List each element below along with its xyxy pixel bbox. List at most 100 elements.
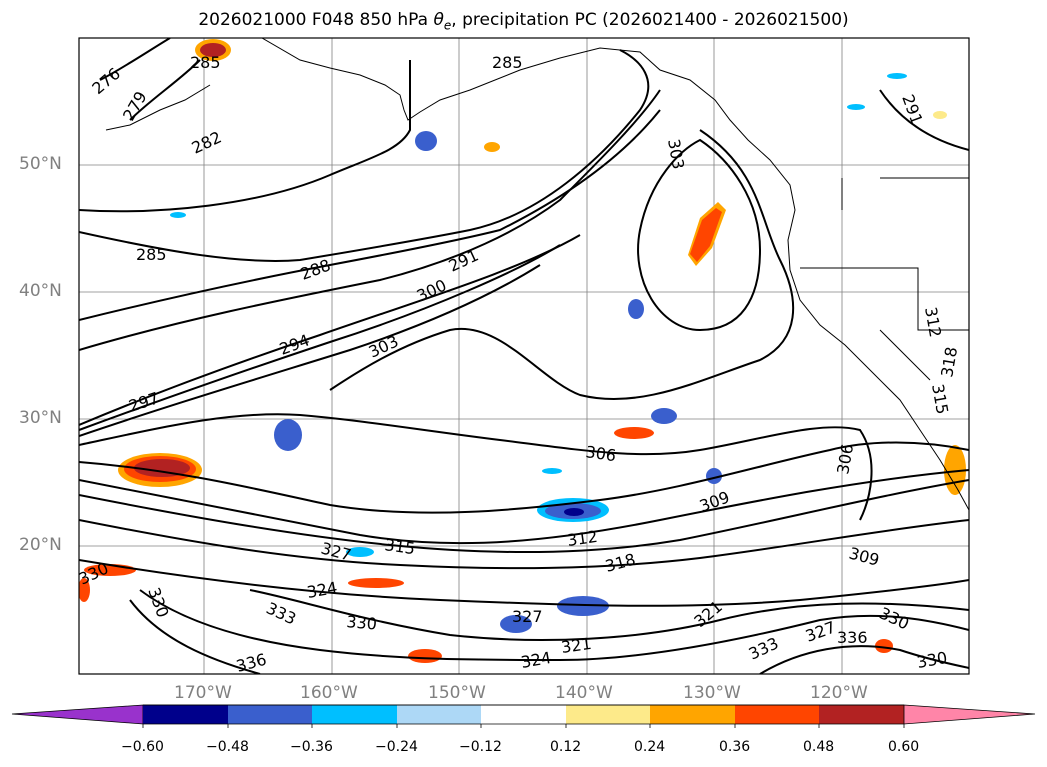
- colorbar: [11, 704, 1036, 728]
- precip-negative: [415, 131, 437, 151]
- contour-label: 285: [136, 245, 167, 264]
- colorbar-segment: [903, 704, 1036, 725]
- contour-288: [79, 109, 661, 321]
- lon-label-150w: 150°W: [428, 683, 486, 703]
- lon-label-140w: 140°W: [555, 683, 613, 703]
- precip-negative: [651, 408, 677, 424]
- coastline-aleutians: [105, 84, 211, 131]
- theta-e-contours: [79, 38, 969, 674]
- precip-negative: [564, 508, 584, 516]
- precip-negative: [847, 104, 865, 110]
- contour-294: [79, 234, 581, 426]
- colorbar-tick-label: 0.24: [634, 739, 666, 755]
- contour-label: 336: [837, 628, 868, 647]
- colorbar-segment: [566, 705, 650, 724]
- precip-positive: [134, 459, 190, 477]
- contour-label: 315: [383, 535, 416, 558]
- colorbar-tick-label: −0.24: [375, 739, 418, 755]
- precip-positive: [875, 639, 893, 653]
- precip-negative: [346, 547, 374, 557]
- contour-label: 285: [190, 53, 221, 72]
- precip-negative: [542, 468, 562, 474]
- colorbar-segment: [397, 705, 481, 724]
- precip-positive: [79, 578, 90, 602]
- lat-label-20n: 20°N: [19, 535, 62, 555]
- precip-positive: [348, 578, 404, 588]
- colorbar-segment: [819, 705, 904, 724]
- map-border: [78, 37, 970, 675]
- precip-positive: [200, 43, 226, 57]
- colorbar-segment: [650, 705, 735, 724]
- contour-label: 321: [560, 634, 593, 657]
- precip-negative: [170, 212, 186, 218]
- contour-279: [129, 59, 201, 121]
- precip-negative: [557, 596, 609, 616]
- title-suffix: , precipitation PC (2026021400 - 2026021…: [451, 10, 849, 30]
- lon-label-170w: 170°W: [174, 683, 232, 703]
- precip-positive: [614, 427, 654, 439]
- contour-309: [79, 441, 969, 514]
- lon-label-120w: 120°W: [810, 683, 868, 703]
- precip-positive: [933, 111, 947, 119]
- colorbar-tick-label: −0.60: [121, 739, 164, 755]
- coastline-north-america: [261, 38, 969, 511]
- colorbar-segment: [735, 705, 819, 724]
- colorbar-tick-label: 0.48: [803, 739, 835, 755]
- precip-negative: [628, 299, 644, 319]
- precip-negative: [887, 73, 907, 79]
- contour-318: [79, 519, 969, 570]
- colorbar-segment: [11, 704, 144, 725]
- contour-315: [79, 479, 969, 553]
- contour-282: [79, 60, 411, 213]
- colorbar-ticks: [142, 724, 905, 728]
- colorbar-tick-label: −0.48: [206, 739, 249, 755]
- colorbar-tick-label: 0.12: [550, 739, 582, 755]
- graticule: [79, 38, 969, 674]
- colorbar-segment: [481, 705, 566, 724]
- contour-324: [249, 589, 969, 641]
- contour-label: 306: [584, 442, 617, 465]
- coastlines: [105, 38, 969, 511]
- colorbar-segment: [228, 705, 312, 724]
- contour-330: [129, 599, 261, 674]
- lat-label-30n: 30°N: [19, 408, 62, 428]
- precip-positive: [484, 142, 500, 152]
- contour-label: 327: [512, 607, 543, 626]
- contour-300: [79, 264, 541, 437]
- title-theta-sub: e: [443, 18, 452, 33]
- contour-312: [79, 469, 969, 545]
- figure-title: 2026021000 F048 850 hPa θe, precipitatio…: [0, 10, 1047, 32]
- contour-291: [79, 89, 661, 351]
- colorbar-segment: [312, 705, 397, 724]
- lat-label-40n: 40°N: [19, 281, 62, 301]
- political-boundaries: [800, 177, 969, 381]
- contour-label: 285: [492, 53, 523, 72]
- colorbar-tick-label: 0.36: [719, 739, 751, 755]
- precip-negative: [274, 419, 302, 451]
- contour-297: [79, 244, 561, 431]
- colorbar-tick-label: −0.12: [459, 739, 502, 755]
- contour-303-closed: [637, 138, 762, 332]
- lat-label-50n: 50°N: [19, 154, 62, 174]
- lon-label-160w: 160°W: [300, 683, 358, 703]
- contour-label: 312: [566, 527, 599, 550]
- colorbar-tick-label: 0.60: [888, 739, 920, 755]
- contour-291-east: [879, 89, 969, 151]
- contour-333: [759, 645, 969, 674]
- contour-321: [79, 559, 969, 607]
- title-prefix: 2026021000 F048 850 hPa: [198, 10, 434, 30]
- contour-285: [79, 49, 650, 262]
- contour-306: [79, 413, 873, 521]
- precip-negative: [706, 468, 722, 484]
- lon-label-130w: 130°W: [683, 683, 741, 703]
- title-theta: θ: [433, 10, 444, 30]
- contour-276: [99, 38, 171, 81]
- colorbar-tick-label: −0.36: [290, 739, 333, 755]
- colorbar-segment: [143, 705, 228, 724]
- precipitation-shading: [79, 39, 966, 663]
- contour-327: [139, 589, 969, 662]
- contour-303: [329, 129, 795, 400]
- precip-positive: [690, 208, 722, 262]
- precip-positive: [408, 649, 442, 663]
